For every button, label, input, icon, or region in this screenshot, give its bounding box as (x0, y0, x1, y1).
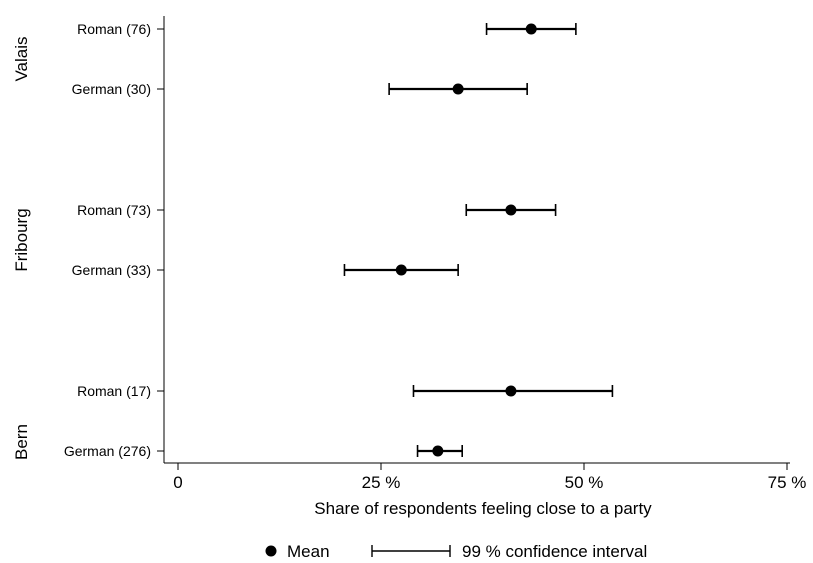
category-label: Roman (73) (77, 202, 151, 218)
group-label: Fribourg (12, 208, 31, 271)
axes: 0 25 % 50 % 75 % (163, 16, 807, 492)
legend: Mean 99 % confidence interval (265, 542, 647, 561)
category-label: German (30) (72, 81, 151, 97)
group-label: Valais (12, 36, 31, 81)
x-tick-label: 25 % (362, 473, 401, 492)
data-row: Roman (73) (77, 202, 557, 218)
x-tick-label: 75 % (768, 473, 807, 492)
data-row: German (33) (72, 262, 459, 278)
x-axis-title: Share of respondents feeling close to a … (314, 499, 652, 518)
mean-marker (452, 83, 464, 95)
legend-ci-label: 99 % confidence interval (462, 542, 647, 561)
data-row: German (30) (72, 81, 528, 97)
rows: Roman (76) German (30) Roman (73) German (3… (64, 21, 614, 459)
category-label: Roman (17) (77, 383, 151, 399)
legend-mean-marker (265, 545, 277, 557)
group-labels: Valais Fribourg Bern (12, 36, 31, 459)
data-row: German (276) (64, 443, 464, 459)
x-tick-label: 50 % (565, 473, 604, 492)
legend-mean-label: Mean (287, 542, 330, 561)
mean-marker (505, 204, 517, 216)
mean-marker (432, 445, 444, 457)
mean-marker (525, 23, 537, 35)
category-label: German (33) (72, 262, 151, 278)
data-row: Roman (17) (77, 383, 614, 399)
category-label: German (276) (64, 443, 151, 459)
category-label: Roman (76) (77, 21, 151, 37)
x-tick-label: 0 (173, 473, 182, 492)
mean-marker (395, 264, 407, 276)
group-label: Bern (12, 424, 31, 460)
data-row: Roman (76) (77, 21, 577, 37)
mean-marker (505, 385, 517, 397)
